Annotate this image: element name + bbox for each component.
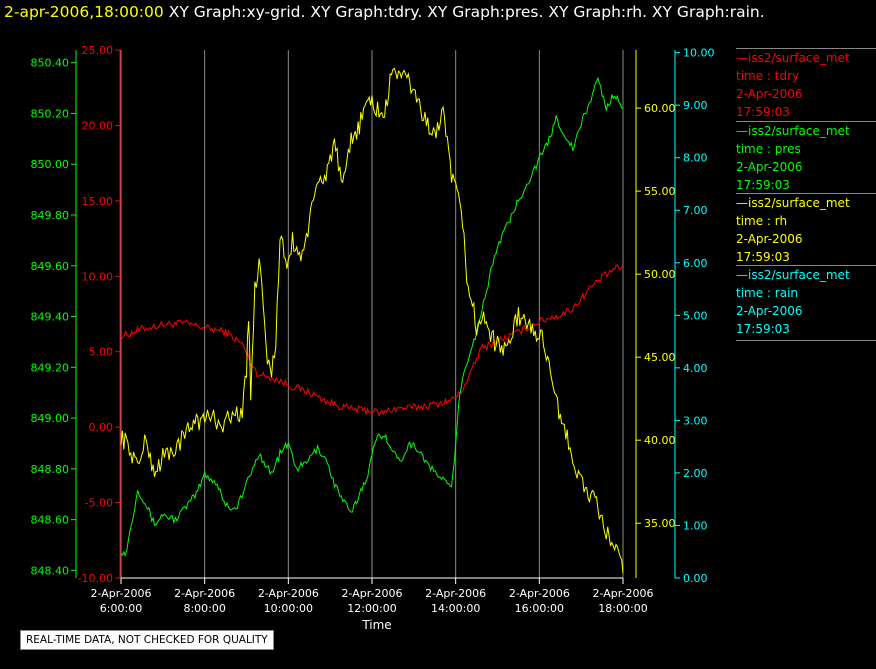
y-tick-label-rh: 60.00 <box>644 102 676 115</box>
y-tick-label-rain: 1.00 <box>683 519 708 532</box>
y-tick-label-rain: 0.00 <box>683 572 708 585</box>
legend-date: 2-Apr-2006 <box>736 160 803 174</box>
legend-time: 17:59:03 <box>736 178 790 192</box>
x-axis-label: Time <box>361 618 391 632</box>
header-bar: 2-apr-2006,18:00:00 XY Graph:xy-grid. XY… <box>4 3 765 21</box>
y-tick-label-rain: 7.00 <box>683 204 708 217</box>
legend-separator <box>736 193 876 194</box>
y-tick-label-rain: 10.00 <box>683 47 715 60</box>
y-tick-label-pres: 848.80 <box>31 463 70 476</box>
legend-separator <box>736 265 876 266</box>
grid <box>120 50 624 578</box>
x-tick-label-time: 12:00:00 <box>347 602 396 615</box>
legend-var: time : pres <box>736 142 801 156</box>
y-tick-label-rh: 35.00 <box>644 517 676 530</box>
y-tick-label-pres: 849.40 <box>31 311 70 324</box>
y-tick-label-rain: 4.00 <box>683 362 708 375</box>
legend-source: —iss2/surface_met <box>736 268 850 282</box>
x-tick-label-date: 2-Apr-2006 <box>425 587 486 600</box>
y-tick-label-rh: 40.00 <box>644 434 676 447</box>
y-tick-label-rain: 5.00 <box>683 309 708 322</box>
legend-source: —iss2/surface_met <box>736 51 850 65</box>
legend-var: time : rh <box>736 214 788 228</box>
y-tick-label-tdry: -10.00 <box>78 572 113 585</box>
legend-entry-rh: —iss2/surface_met time : rh 2-Apr-2006 1… <box>736 193 876 266</box>
y-tick-label-tdry: 10.00 <box>82 270 114 283</box>
y-tick-label-tdry: 20.00 <box>82 119 114 132</box>
y-tick-label-rh: 45.00 <box>644 351 676 364</box>
x-tick-label-time: 8:00:00 <box>183 602 225 615</box>
x-tick-label-date: 2-Apr-2006 <box>258 587 319 600</box>
x-tick-label-time: 14:00:00 <box>431 602 480 615</box>
y-tick-label-tdry: 25.00 <box>82 44 114 57</box>
y-tick-label-tdry: -5.00 <box>85 497 113 510</box>
y-tick-label-rain: 2.00 <box>683 467 708 480</box>
y-tick-label-pres: 850.20 <box>31 107 70 120</box>
legend-var: time : tdry <box>736 69 800 83</box>
x-tick-label-date: 2-Apr-2006 <box>174 587 235 600</box>
series-line-tdry <box>120 263 624 418</box>
x-tick-label-time: 10:00:00 <box>264 602 313 615</box>
legend-time: 17:59:03 <box>736 250 790 264</box>
legend-entry-rain: —iss2/surface_met time : rain 2-Apr-2006… <box>736 265 876 341</box>
y-tick-label-pres: 850.00 <box>31 158 70 171</box>
legend-time: 17:59:03 <box>736 322 790 336</box>
y-tick-label-pres: 848.40 <box>31 564 70 577</box>
y-tick-label-rh: 50.00 <box>644 268 676 281</box>
legend-date: 2-Apr-2006 <box>736 304 803 318</box>
header-graphs: XY Graph:xy-grid. XY Graph:tdry. XY Grap… <box>168 3 765 21</box>
x-tick-label-time: 6:00:00 <box>100 602 142 615</box>
header-timestamp: 2-apr-2006,18:00:00 <box>4 3 164 21</box>
x-tick-label-date: 2-Apr-2006 <box>592 587 653 600</box>
series-line-rh <box>120 67 624 574</box>
series-line-pres <box>120 76 624 557</box>
y-tick-label-tdry: 15.00 <box>82 195 114 208</box>
legend-separator <box>736 340 876 341</box>
axes-group: 2-Apr-2006 6:00:00 2-Apr-2006 8:00:00 2-Apr-… <box>31 44 715 615</box>
legend-date: 2-Apr-2006 <box>736 232 803 246</box>
y-tick-label-pres: 848.60 <box>31 514 70 527</box>
y-tick-label-rain: 9.00 <box>683 99 708 112</box>
y-tick-label-rain: 6.00 <box>683 257 708 270</box>
y-tick-label-rh: 55.00 <box>644 185 676 198</box>
y-tick-label-pres: 850.40 <box>31 57 70 70</box>
y-tick-label-tdry: 0.00 <box>89 421 114 434</box>
y-tick-label-rain: 8.00 <box>683 152 708 165</box>
x-tick-label-date: 2-Apr-2006 <box>90 587 151 600</box>
legend-source: —iss2/surface_met <box>736 196 850 210</box>
x-tick-label-date: 2-Apr-2006 <box>509 587 570 600</box>
x-tick-label-time: 18:00:00 <box>598 602 647 615</box>
legend-separator <box>736 121 876 122</box>
legend-source: —iss2/surface_met <box>736 124 850 138</box>
y-tick-label-pres: 849.60 <box>31 260 70 273</box>
legend-var: time : rain <box>736 286 799 300</box>
y-tick-label-tdry: 5.00 <box>89 346 114 359</box>
x-tick-label-time: 16:00:00 <box>515 602 564 615</box>
legend-date: 2-Apr-2006 <box>736 87 803 101</box>
y-tick-label-rain: 3.00 <box>683 414 708 427</box>
legend-entry-tdry: —iss2/surface_met time : tdry 2-Apr-2006… <box>736 48 876 121</box>
legend-entry-pres: —iss2/surface_met time : pres 2-Apr-2006… <box>736 121 876 194</box>
legend-separator <box>736 48 876 49</box>
y-tick-label-pres: 849.00 <box>31 412 70 425</box>
legend-time: 17:59:03 <box>736 105 790 119</box>
y-tick-label-pres: 849.20 <box>31 361 70 374</box>
quality-note: REAL-TIME DATA, NOT CHECKED FOR QUALITY <box>20 630 274 650</box>
y-tick-label-pres: 849.80 <box>31 209 70 222</box>
x-tick-label-date: 2-Apr-2006 <box>341 587 402 600</box>
